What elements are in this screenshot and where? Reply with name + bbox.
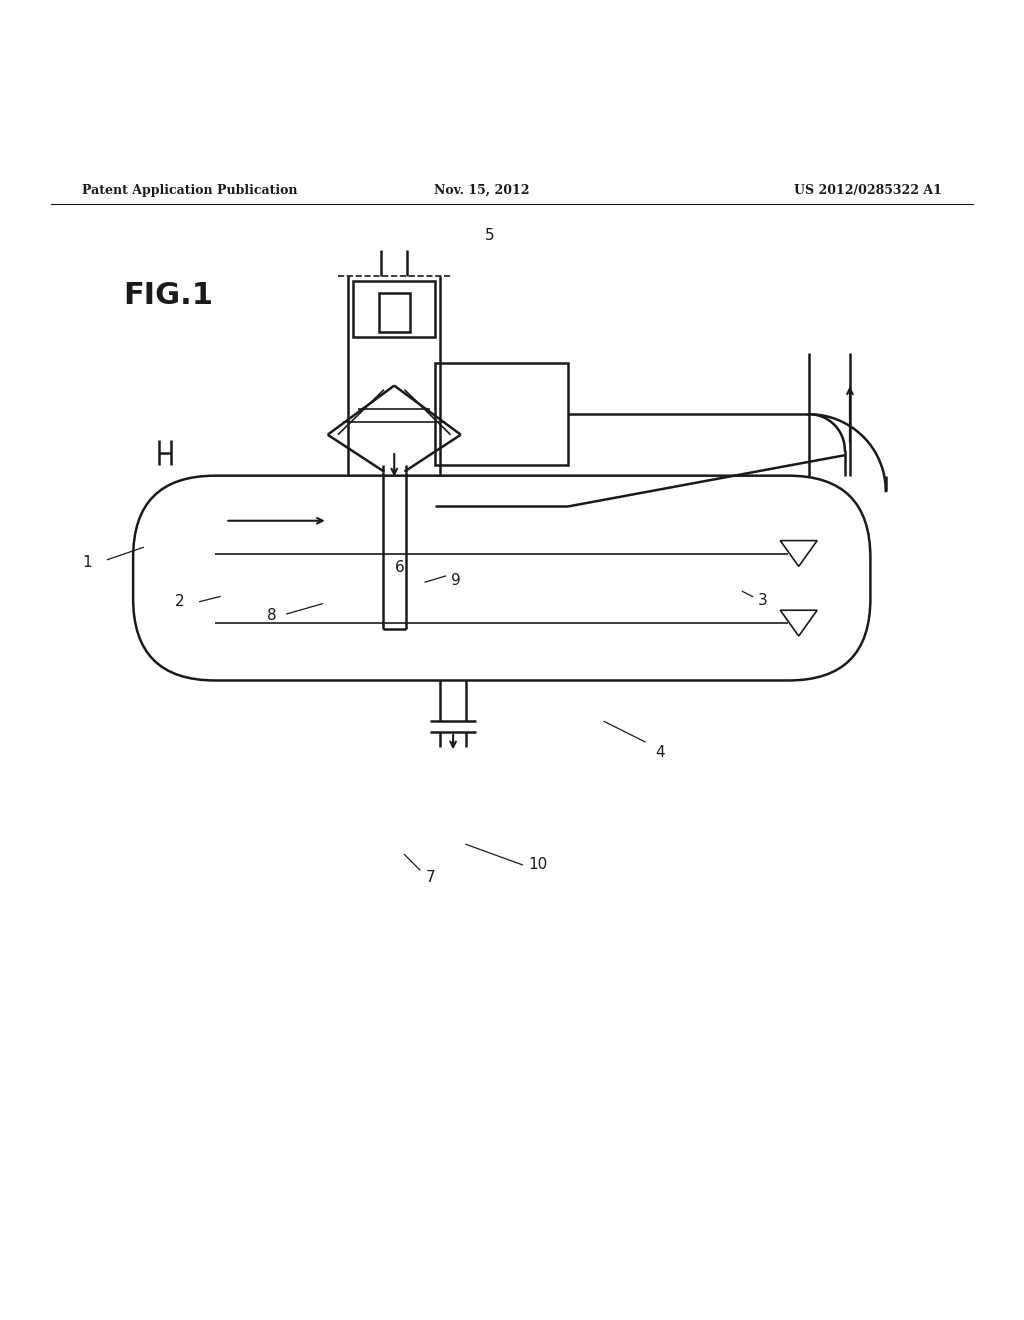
FancyBboxPatch shape [133, 475, 870, 681]
Text: 10: 10 [528, 857, 547, 873]
Text: 4: 4 [655, 744, 666, 760]
Text: 3: 3 [758, 593, 768, 609]
Text: 5: 5 [484, 227, 495, 243]
Bar [379, 293, 410, 333]
Text: Patent Application Publication: Patent Application Publication [82, 183, 297, 197]
Bar [353, 281, 435, 338]
Text: 2: 2 [174, 594, 184, 609]
Bar [435, 363, 568, 466]
Text: 7: 7 [425, 870, 435, 884]
Text: US 2012/0285322 A1: US 2012/0285322 A1 [795, 183, 942, 197]
Text: 8: 8 [266, 609, 276, 623]
Text: Nov. 15, 2012: Nov. 15, 2012 [433, 183, 529, 197]
Text: 6: 6 [394, 560, 404, 576]
Text: FIG.1: FIG.1 [123, 281, 213, 310]
Text: 9: 9 [451, 573, 461, 587]
Text: 1: 1 [82, 556, 92, 570]
